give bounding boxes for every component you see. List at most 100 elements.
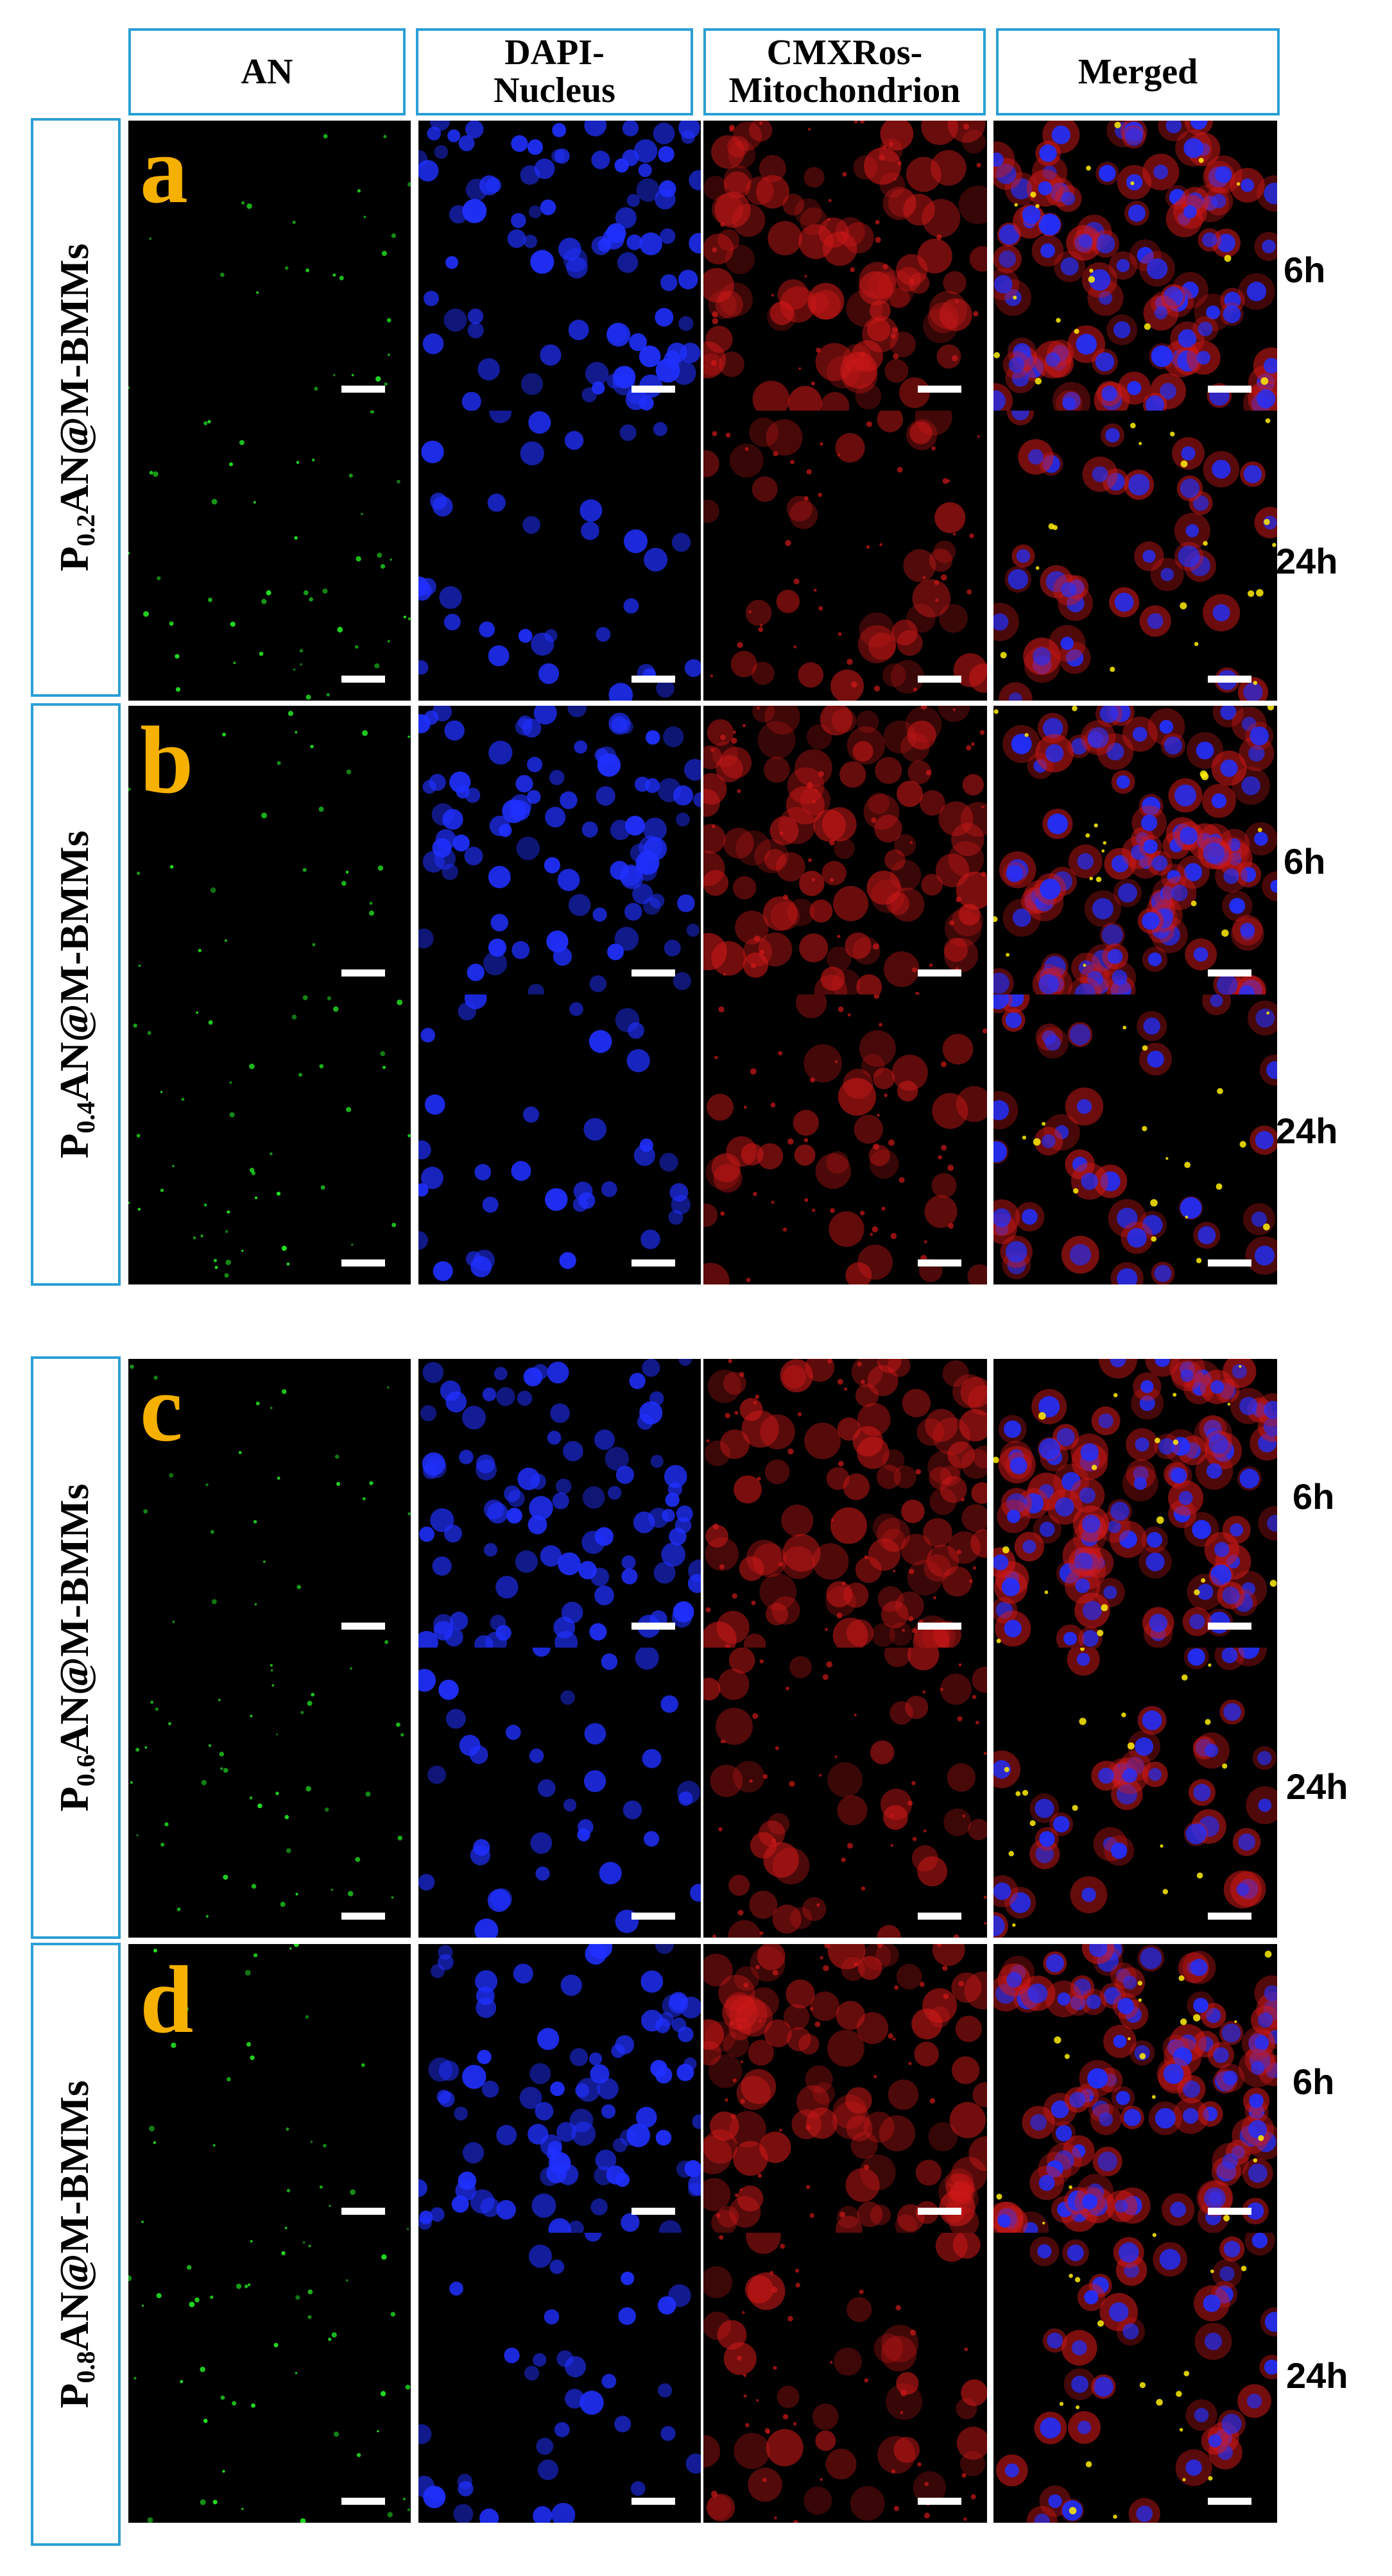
micrograph-b-6h-merged	[993, 706, 1277, 994]
micrograph-render	[993, 121, 1277, 411]
micrograph-render	[996, 2233, 1277, 2523]
column-header-an-line1: AN	[241, 51, 293, 92]
scale-bar	[341, 676, 385, 683]
scale-bar	[918, 969, 961, 977]
micrograph-render	[993, 1359, 1277, 1648]
micrograph-render	[130, 1664, 404, 1918]
scale-bar	[632, 386, 675, 393]
column-header-cmxros: CMXRos- Mitochondrion	[703, 28, 986, 115]
micrograph-render	[141, 1944, 409, 2230]
micrograph-render	[703, 411, 987, 701]
scale-bar	[918, 676, 961, 683]
micrograph-d-24h-dapi	[418, 2233, 701, 2523]
micrograph-render	[130, 1364, 411, 1644]
micrograph-render	[418, 994, 691, 1281]
micrograph-render	[418, 706, 701, 994]
micrograph-a-6h-dapi	[418, 121, 701, 411]
column-header-an: AN	[128, 28, 406, 115]
micrograph-render	[703, 121, 987, 411]
micrograph-c-24h-an	[128, 1648, 411, 1938]
group-label-box-b: P0.4AN@M-BMMs	[31, 703, 121, 1286]
scale-bar	[1208, 676, 1251, 683]
group-label-box-c: P0.6AN@M-BMMs	[31, 1356, 121, 1939]
group-label-box-d: P0.8AN@M-BMMs	[31, 1943, 121, 2546]
column-header-dapi-line2: Nucleus	[494, 71, 615, 110]
micrograph-render	[703, 1359, 987, 1648]
micrograph-b-24h-merged	[993, 994, 1277, 1284]
scale-bar	[341, 1623, 385, 1630]
micrograph-d-24h-an	[128, 2233, 411, 2523]
scale-bar	[632, 2498, 675, 2505]
scale-bar	[632, 676, 675, 683]
column-header-dapi: DAPI- Nucleus	[416, 28, 693, 115]
micrograph-render	[993, 994, 1277, 1284]
scale-bar	[632, 2208, 675, 2215]
micrograph-d-6h-an	[128, 1944, 411, 2233]
scale-bar	[341, 969, 385, 977]
micrograph-a-6h-merged	[993, 121, 1277, 411]
scale-bar	[632, 1259, 675, 1267]
panel-letter-a: a	[140, 117, 188, 223]
micrograph-render	[993, 1648, 1277, 1938]
micrograph-b-6h-an	[128, 706, 411, 994]
micrograph-render	[128, 710, 411, 972]
column-header-cmxros-line1: CMXRos-	[766, 33, 923, 73]
micrograph-c-24h-dapi	[418, 1648, 701, 1938]
micrograph-render	[128, 2240, 411, 2523]
micrograph-render	[418, 121, 701, 411]
micrograph-render	[703, 1648, 987, 1938]
micrograph-a-24h-an	[128, 411, 411, 701]
micrograph-b-24h-mito	[703, 994, 987, 1284]
micrograph-b-6h-dapi	[418, 706, 701, 994]
micrograph-render	[703, 2233, 987, 2523]
micrograph-c-24h-mito	[703, 1648, 987, 1938]
micrograph-b-6h-mito	[703, 706, 987, 994]
scale-bar	[918, 1913, 961, 1920]
micrograph-d-24h-merged	[993, 2233, 1277, 2523]
micrograph-render	[418, 1944, 701, 2233]
time-label-c-24h: 24h	[1286, 1766, 1348, 1807]
time-label-a-6h: 6h	[1284, 250, 1326, 290]
scale-bar	[1208, 2208, 1251, 2215]
micrograph-render	[418, 1359, 701, 1648]
scale-bar	[1208, 1623, 1251, 1630]
scale-bar	[632, 1913, 675, 1920]
micrograph-a-24h-dapi	[418, 411, 701, 701]
column-header-merged-line1: Merged	[1078, 51, 1198, 92]
micrograph-render	[993, 706, 1277, 994]
time-label-a-24h: 24h	[1276, 541, 1338, 581]
time-label-c-6h: 6h	[1293, 1476, 1335, 1517]
micrograph-c-6h-merged	[993, 1359, 1277, 1648]
micrograph-d-6h-dapi	[418, 1944, 701, 2233]
scale-bar	[918, 1623, 961, 1630]
micrograph-b-24h-an	[128, 994, 411, 1284]
micrograph-render	[703, 706, 987, 994]
micrograph-a-6h-an	[128, 121, 411, 411]
micrograph-a-6h-mito	[703, 121, 987, 411]
scale-bar	[918, 386, 961, 393]
micrograph-render	[418, 2233, 701, 2523]
scale-bar	[918, 2208, 961, 2215]
micrograph-d-6h-merged	[993, 1944, 1277, 2233]
group-label-c: P0.6AN@M-BMMs	[51, 1483, 100, 1812]
scale-bar	[341, 2208, 385, 2215]
micrograph-c-6h-mito	[703, 1359, 987, 1648]
micrograph-render	[418, 411, 701, 701]
group-label-b: P0.4AN@M-BMMs	[51, 830, 100, 1159]
micrograph-a-24h-merged	[993, 411, 1277, 701]
micrograph-a-24h-mito	[703, 411, 987, 701]
scale-bar	[632, 969, 675, 977]
panel-letter-c: c	[140, 1355, 183, 1462]
micrograph-render	[128, 411, 411, 700]
micrograph-c-24h-merged	[993, 1648, 1277, 1938]
scale-bar	[1208, 386, 1251, 393]
micrograph-d-6h-mito	[703, 1944, 987, 2233]
scale-bar	[341, 386, 385, 393]
column-header-merged: Merged	[996, 28, 1280, 115]
group-label-a: P0.2AN@M-BMMs	[51, 243, 100, 572]
time-label-d-24h: 24h	[1286, 2355, 1348, 2396]
micrograph-render	[993, 411, 1277, 701]
scale-bar	[1208, 1259, 1251, 1267]
scale-bar	[1208, 1913, 1251, 1920]
micrograph-render	[128, 133, 411, 391]
